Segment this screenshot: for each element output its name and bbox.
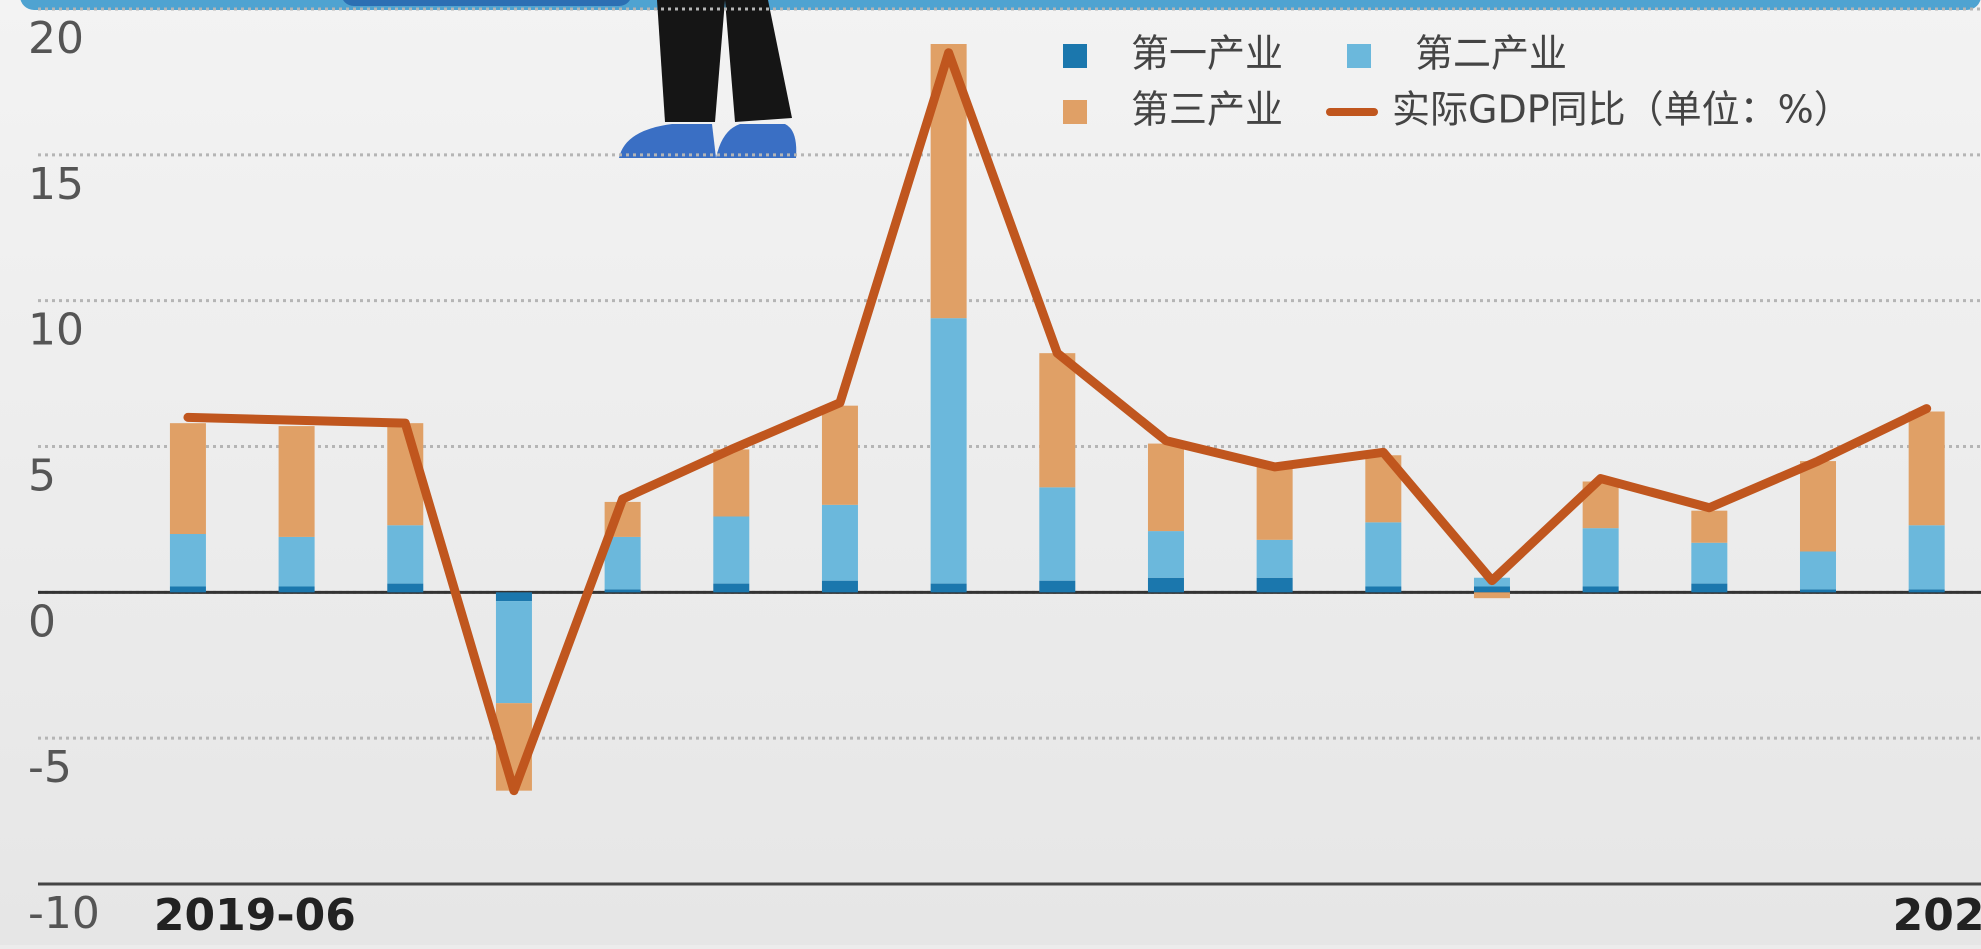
bar-segment [821, 405, 858, 505]
x-tick-label: 2019-06 [154, 890, 356, 941]
bar-segment [387, 583, 424, 593]
y-tick-label: 15 [28, 159, 84, 210]
bar-segment [1473, 586, 1510, 593]
bar-segment [604, 589, 641, 593]
bar-segment [713, 583, 750, 593]
legend-label: 第二产业 [1415, 32, 1567, 76]
y-tick-label: 5 [28, 451, 56, 502]
bar-segment [169, 423, 206, 534]
bar-segment [1582, 586, 1619, 593]
bar-segment [1256, 466, 1293, 540]
bar-segment [495, 601, 532, 704]
bar-segment [278, 586, 315, 593]
legend-swatch [1063, 100, 1087, 124]
bar-segment [1365, 586, 1402, 593]
bar-segment [169, 534, 206, 587]
bar-segment [1365, 522, 1402, 587]
y-tick-label: 10 [28, 305, 84, 356]
legend-label: 第三产业 [1131, 88, 1283, 132]
bar-segment [1147, 577, 1184, 593]
bar-segment [1039, 580, 1076, 593]
bar-segment [1799, 551, 1836, 590]
bar-segment [1799, 589, 1836, 593]
bar-segment [713, 449, 750, 517]
bar-segment [821, 504, 858, 581]
header-band [20, 0, 1981, 10]
legend-swatch [1063, 44, 1087, 68]
bar-segment [169, 586, 206, 593]
bar-segment [1908, 525, 1945, 590]
gdp-line [183, 48, 1932, 796]
bar-segment [930, 583, 967, 593]
y-tick-label: 0 [28, 596, 56, 647]
x-tick-label: 2023-06 [1893, 890, 1981, 941]
bar-segment [278, 426, 315, 537]
bar-segment [1908, 589, 1945, 593]
bar-segment [495, 592, 532, 602]
bar-segment [1039, 353, 1076, 488]
bar-segment [604, 536, 641, 590]
y-tick-label: -5 [28, 742, 72, 793]
bar-segment [1691, 510, 1728, 543]
bar-segment [1908, 411, 1945, 526]
legend-label: 实际GDP同比（单位：%） [1392, 88, 1852, 132]
bar-segment [1256, 539, 1293, 578]
bar-segment [713, 516, 750, 584]
bar-segment [1691, 542, 1728, 584]
bar-segment [821, 580, 858, 593]
y-tick-label: -10 [28, 888, 100, 939]
header-pill [343, 0, 630, 6]
bar-segment [278, 536, 315, 587]
legend-label: 第一产业 [1131, 32, 1283, 76]
bar-segment [1147, 443, 1184, 532]
bar-segment [1147, 531, 1184, 578]
y-tick-label: 20 [28, 13, 84, 64]
bar-segment [1799, 461, 1836, 552]
legend-swatch [1347, 44, 1371, 68]
bar-segment [1582, 528, 1619, 587]
bar-segment [1473, 592, 1510, 599]
bar-segment [930, 318, 967, 584]
figure-legs [619, 0, 797, 158]
bar-segment [387, 525, 424, 584]
bar-segment [1256, 577, 1293, 593]
bar-segment [1039, 487, 1076, 581]
bar-segment [1691, 583, 1728, 593]
